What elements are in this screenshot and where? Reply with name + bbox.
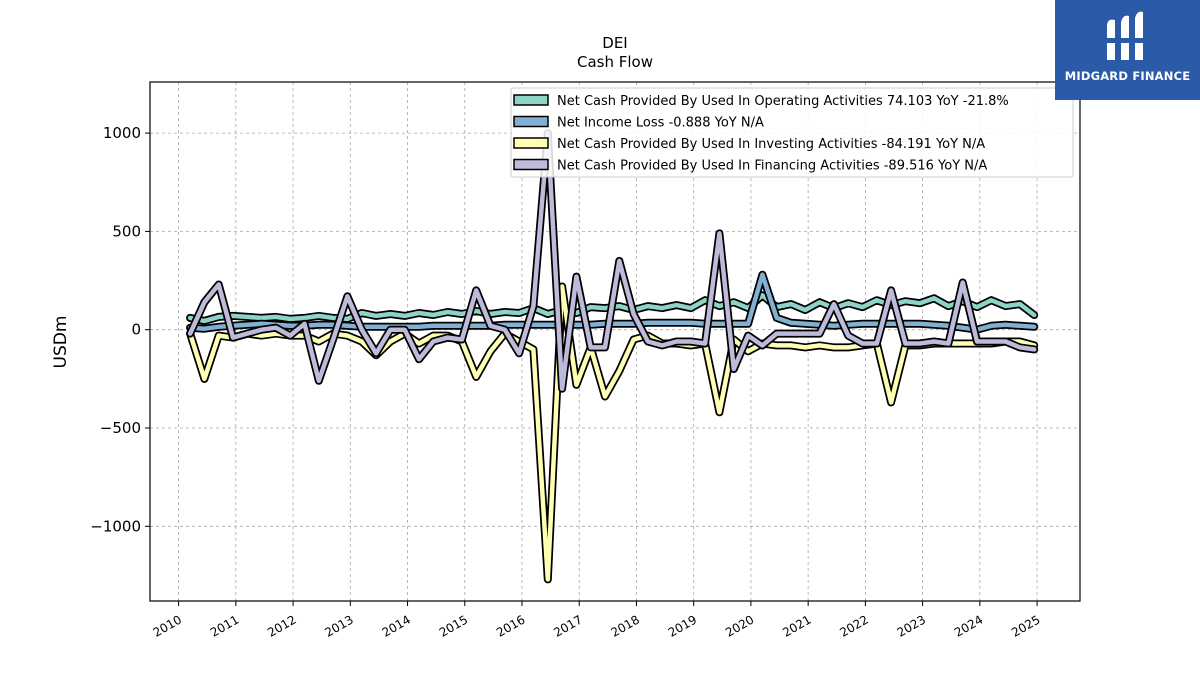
legend-frame xyxy=(510,87,1074,178)
y-tick-label: 1000 xyxy=(103,124,141,142)
x-tick-label: 2025 xyxy=(1009,612,1042,639)
midgard-logo: MIDGARD FINANCE xyxy=(1055,0,1200,100)
series-outline xyxy=(186,282,1039,584)
y-axis-ticks: 1000 500 0 −500 −1000 xyxy=(90,124,150,535)
midgard-logo-icon xyxy=(1105,11,1149,61)
series-core xyxy=(187,284,1037,582)
legend-label: Net Cash Provided By Used In Financing A… xyxy=(557,159,987,174)
x-axis-ticks: 2010 2011 2012 2013 2014 2015 2016 2017 2018 2019… xyxy=(151,601,1043,640)
x-tick-label: 2021 xyxy=(780,612,813,639)
y-tick-label: 500 xyxy=(112,222,141,240)
legend-label: Net Cash Provided By Used In Operating A… xyxy=(557,94,1009,109)
chart-title: DEI xyxy=(602,34,627,52)
x-tick-label: 2010 xyxy=(151,612,184,639)
y-tick-label: 0 xyxy=(131,321,141,339)
x-tick-label: 2018 xyxy=(609,612,642,639)
series-core xyxy=(187,130,1037,391)
x-tick-label: 2017 xyxy=(551,612,584,639)
x-tick-label: 2016 xyxy=(494,612,527,639)
legend-label: Net Income Loss -0.888 YoY N/A xyxy=(557,116,764,131)
series-line-2 xyxy=(186,282,1039,584)
legend: Net Cash Provided By Used In Operating A… xyxy=(510,87,1074,178)
chart-subtitle: Cash Flow xyxy=(577,53,653,71)
legend-swatch xyxy=(513,94,549,106)
y-tick-label: −500 xyxy=(100,419,141,437)
y-axis-label: USDm xyxy=(51,316,71,369)
x-tick-label: 2024 xyxy=(952,612,985,639)
plot-frame xyxy=(149,81,1081,602)
legend-swatch xyxy=(513,158,549,171)
x-tick-label: 2014 xyxy=(380,612,413,639)
logo-text: MIDGARD FINANCE xyxy=(1064,69,1191,83)
x-tick-label: 2011 xyxy=(208,612,241,639)
x-tick-label: 2022 xyxy=(837,612,870,639)
series-line-3 xyxy=(186,129,1039,393)
legend-swatch xyxy=(513,115,549,128)
x-tick-label: 2019 xyxy=(666,612,699,639)
x-tick-label: 2012 xyxy=(265,612,298,639)
series-lines xyxy=(186,129,1039,584)
y-tick-label: −1000 xyxy=(90,517,141,535)
legend-swatch xyxy=(513,137,549,149)
x-tick-label: 2023 xyxy=(895,612,928,639)
x-tick-label: 2020 xyxy=(723,612,756,639)
x-tick-label: 2015 xyxy=(437,612,470,639)
x-tick-label: 2013 xyxy=(322,612,355,639)
legend-label: Net Cash Provided By Used In Investing A… xyxy=(557,137,985,152)
